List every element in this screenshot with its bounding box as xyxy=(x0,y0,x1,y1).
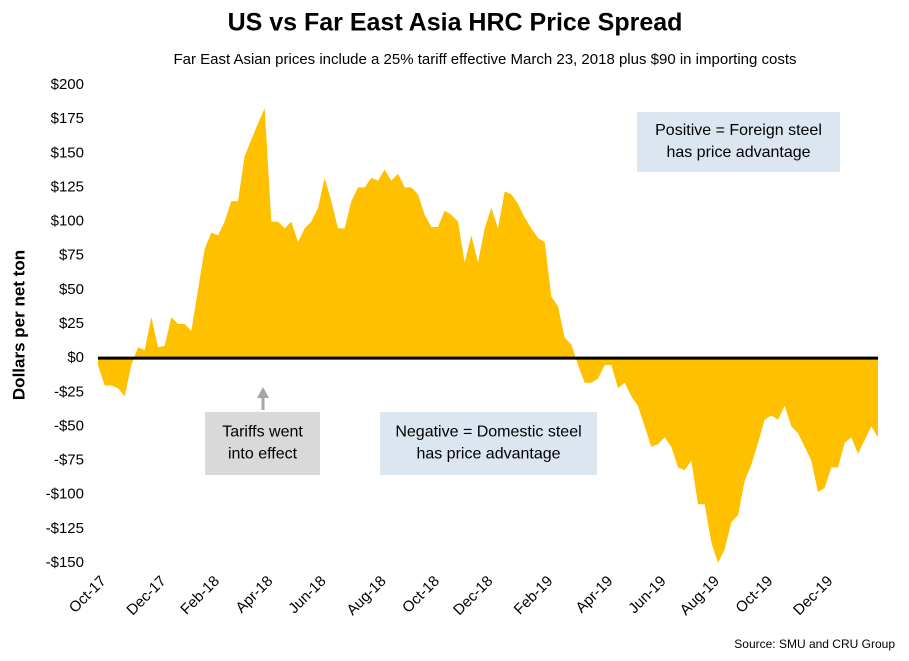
y-tick-label: $150 xyxy=(51,144,84,161)
y-tick-label: $75 xyxy=(59,247,84,264)
y-tick-label: -$75 xyxy=(54,452,84,469)
chart-title: US vs Far East Asia HRC Price Spread xyxy=(228,9,683,37)
y-tick-label: $25 xyxy=(59,315,84,332)
y-tick-label: $200 xyxy=(51,76,84,93)
chart-subtitle: Far East Asian prices include a 25% tari… xyxy=(173,51,796,68)
annotation-box xyxy=(205,412,320,475)
x-tick-label: Aug-18 xyxy=(343,573,389,619)
x-tick-label: Jun-19 xyxy=(625,573,669,617)
y-tick-label: -$125 xyxy=(46,520,84,537)
area xyxy=(98,108,878,564)
y-tick-label: $125 xyxy=(51,178,84,195)
x-tick-label: Dec-19 xyxy=(790,573,836,619)
arrow-head xyxy=(257,387,269,398)
x-tick-label: Oct-19 xyxy=(732,573,776,617)
annotation-box xyxy=(637,112,840,172)
x-tick-label: Aug-19 xyxy=(677,573,723,619)
x-tick-label: Feb-18 xyxy=(177,573,223,619)
x-tick-label: Apr-18 xyxy=(232,573,276,617)
y-axis-label: Dollars per net ton xyxy=(9,250,28,400)
annotation-text: has price advantage xyxy=(666,144,810,161)
annotation-text: Negative = Domestic steel xyxy=(395,424,581,441)
x-tick-label: Apr-19 xyxy=(572,573,616,617)
annotation-text: Positive = Foreign steel xyxy=(655,122,822,139)
x-tick-label: Dec-17 xyxy=(123,573,169,619)
x-tick-label: Jun-18 xyxy=(285,573,329,617)
y-tick-label: -$25 xyxy=(54,383,84,400)
y-tick-label: $0 xyxy=(67,349,84,366)
annotation-text: has price advantage xyxy=(416,446,560,463)
y-tick-label: -$150 xyxy=(46,554,84,571)
y-tick-label: -$100 xyxy=(46,486,84,503)
x-tick-label: Oct-17 xyxy=(66,573,110,617)
x-tick-label: Dec-18 xyxy=(450,573,496,619)
y-tick-label: $50 xyxy=(59,281,84,298)
annotation-text: into effect xyxy=(228,446,298,463)
annotation-box xyxy=(380,412,597,475)
x-tick-label: Oct-18 xyxy=(399,573,443,617)
annotation-text: Tariffs went xyxy=(222,424,303,441)
y-tick-label: $100 xyxy=(51,213,84,230)
x-tick-label: Feb-19 xyxy=(511,573,557,619)
source: Source: SMU and CRU Group xyxy=(734,637,895,651)
y-tick-label: $175 xyxy=(51,110,84,127)
y-tick-label: -$50 xyxy=(54,417,84,434)
